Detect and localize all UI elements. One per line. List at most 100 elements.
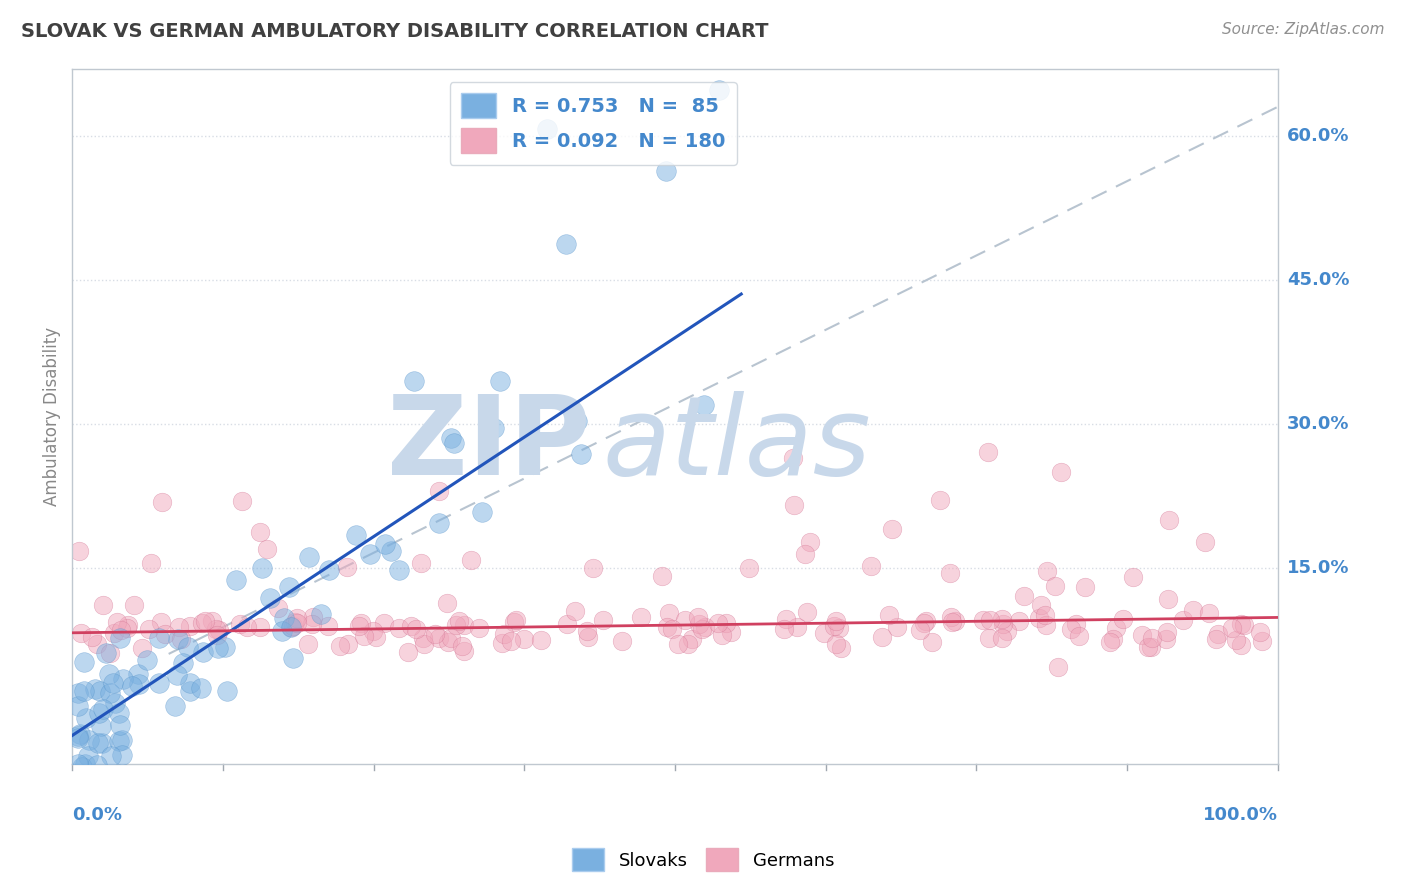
Point xyxy=(271,624,294,638)
Point xyxy=(555,237,578,252)
Point xyxy=(117,618,139,632)
Point xyxy=(108,631,131,645)
Point xyxy=(153,627,176,641)
Point xyxy=(273,611,295,625)
Point xyxy=(107,706,129,720)
Point xyxy=(103,626,125,640)
Point xyxy=(530,633,553,648)
Text: 60.0%: 60.0% xyxy=(1288,127,1350,145)
Point xyxy=(281,651,304,665)
Point xyxy=(471,505,494,519)
Text: 45.0%: 45.0% xyxy=(1288,270,1350,289)
Point xyxy=(1101,632,1123,646)
Point xyxy=(208,623,231,637)
Point xyxy=(1181,602,1204,616)
Point xyxy=(128,677,150,691)
Point xyxy=(396,645,419,659)
Point xyxy=(285,611,308,625)
Point xyxy=(491,636,513,650)
Text: 30.0%: 30.0% xyxy=(1288,415,1350,433)
Point xyxy=(886,620,908,634)
Point xyxy=(236,620,259,634)
Point xyxy=(298,549,321,564)
Point xyxy=(259,591,281,605)
Point xyxy=(468,621,491,635)
Point xyxy=(1122,570,1144,584)
Point xyxy=(73,655,96,669)
Point xyxy=(990,632,1012,646)
Point xyxy=(429,483,451,498)
Point xyxy=(436,596,458,610)
Point xyxy=(1156,624,1178,639)
Point xyxy=(1008,614,1031,628)
Point xyxy=(364,630,387,644)
Point xyxy=(98,667,121,681)
Point xyxy=(1028,611,1050,625)
Point xyxy=(688,617,710,632)
Point xyxy=(136,653,159,667)
Point xyxy=(67,699,90,714)
Point xyxy=(651,569,673,583)
Point xyxy=(70,759,93,773)
Point xyxy=(692,623,714,637)
Point xyxy=(939,610,962,624)
Point xyxy=(782,450,804,465)
Point xyxy=(100,686,122,700)
Legend: Slovaks, Germans: Slovaks, Germans xyxy=(565,841,841,879)
Point xyxy=(630,610,652,624)
Point xyxy=(991,612,1014,626)
Point xyxy=(150,494,173,508)
Point xyxy=(427,516,450,530)
Point xyxy=(148,676,170,690)
Point xyxy=(1142,631,1164,645)
Point xyxy=(127,667,149,681)
Point xyxy=(402,374,425,388)
Point xyxy=(105,615,128,630)
Point xyxy=(502,615,524,630)
Point xyxy=(1035,565,1057,579)
Point xyxy=(278,580,301,594)
Point xyxy=(921,635,943,649)
Point xyxy=(494,626,516,640)
Legend: R = 0.753   N =  85, R = 0.092   N = 180: R = 0.753 N = 85, R = 0.092 N = 180 xyxy=(450,82,737,165)
Point xyxy=(1249,625,1271,640)
Point xyxy=(582,560,605,574)
Point xyxy=(775,612,797,626)
Point xyxy=(190,681,212,695)
Point xyxy=(1064,616,1087,631)
Point xyxy=(1194,535,1216,549)
Point xyxy=(89,706,111,720)
Point xyxy=(716,616,738,631)
Point xyxy=(427,631,450,645)
Point xyxy=(111,748,134,763)
Point xyxy=(1232,617,1254,632)
Point xyxy=(707,615,730,630)
Point xyxy=(107,734,129,748)
Point xyxy=(941,615,963,629)
Point xyxy=(880,522,903,536)
Point xyxy=(877,608,900,623)
Point xyxy=(67,685,90,699)
Point xyxy=(280,620,302,634)
Text: 15.0%: 15.0% xyxy=(1288,558,1350,576)
Point xyxy=(93,773,115,788)
Point xyxy=(94,646,117,660)
Point xyxy=(214,640,236,654)
Point xyxy=(972,613,994,627)
Point xyxy=(939,566,962,580)
Point xyxy=(658,606,681,620)
Point xyxy=(76,748,98,763)
Point xyxy=(440,431,463,445)
Point xyxy=(110,623,132,637)
Point xyxy=(1220,621,1243,635)
Text: 0.0%: 0.0% xyxy=(72,806,122,824)
Point xyxy=(824,637,846,651)
Point xyxy=(104,696,127,710)
Point xyxy=(610,634,633,648)
Point xyxy=(256,542,278,557)
Point xyxy=(1035,608,1057,623)
Point xyxy=(489,374,512,388)
Point xyxy=(179,684,201,698)
Point xyxy=(191,615,214,630)
Point xyxy=(302,609,325,624)
